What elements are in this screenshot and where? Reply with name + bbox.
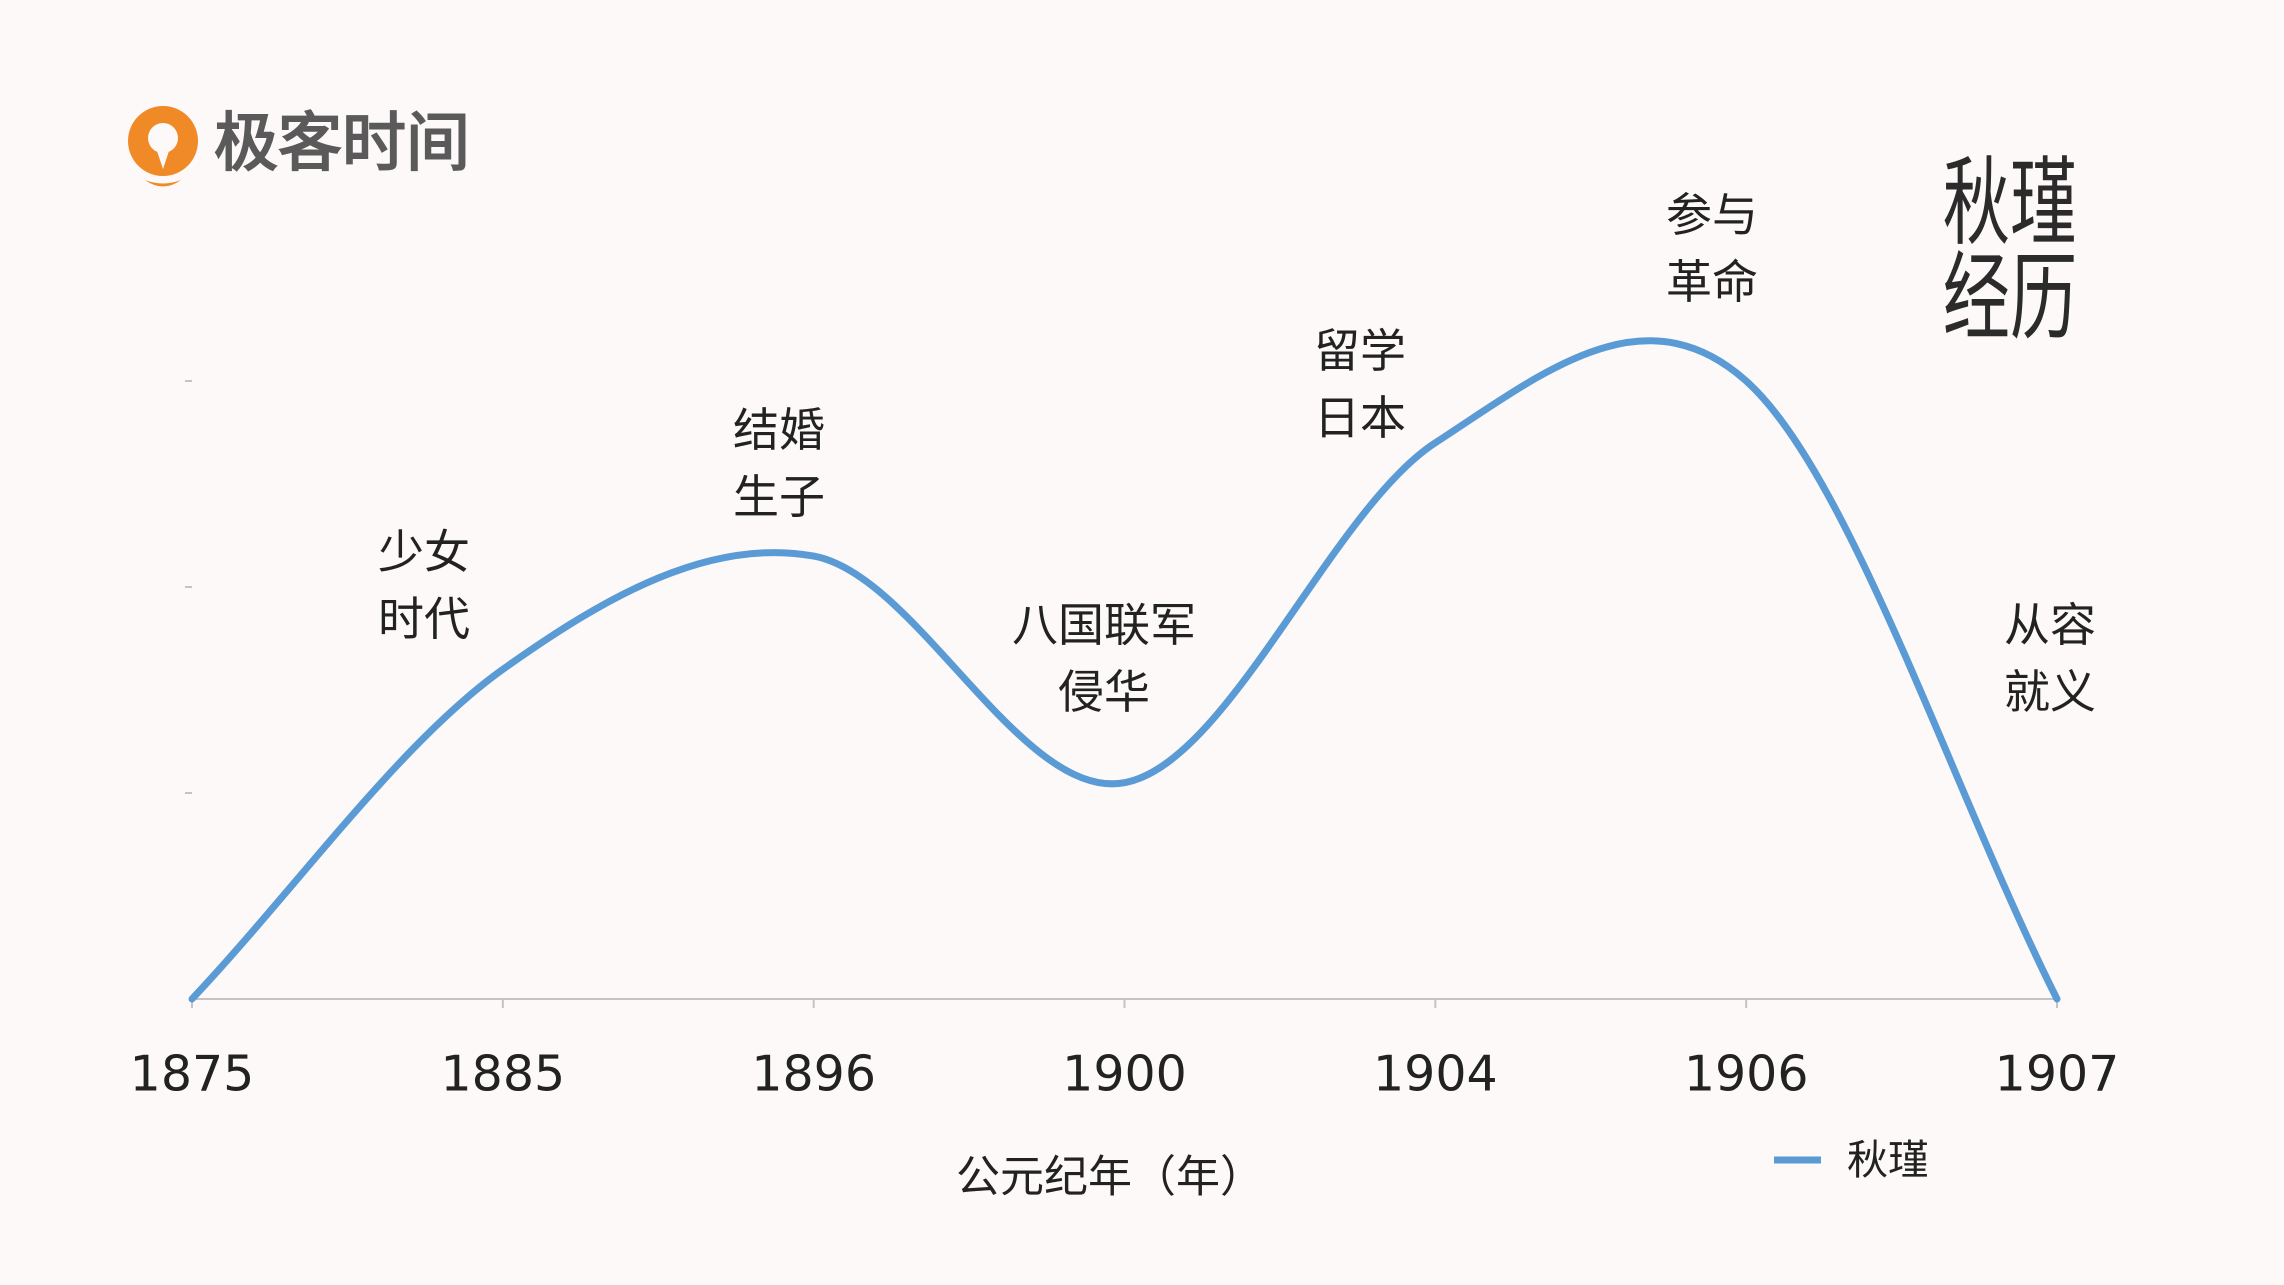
x-tick-label: 1885 — [440, 1046, 565, 1103]
annotation-label: 留学日本 — [1314, 324, 1406, 445]
annotation-label: 参与革命 — [1666, 188, 1758, 309]
x-tick-label: 1907 — [1995, 1046, 2120, 1103]
x-tick-label: 1904 — [1373, 1046, 1498, 1103]
annotation-label: 从容就义 — [2004, 598, 2096, 719]
x-tick-label: 1906 — [1684, 1046, 1809, 1103]
legend-label: 秋瑾 — [1847, 1136, 1929, 1184]
geekbang-logo-icon — [128, 106, 198, 187]
x-tick-label: 1896 — [751, 1046, 876, 1103]
x-axis-label: 公元纪年（年） — [956, 1152, 1264, 1203]
x-tick-label: 1875 — [130, 1046, 255, 1103]
series-line — [188, 337, 2061, 1003]
chart-title: 秋瑾经历 — [1942, 147, 2078, 354]
annotation-label: 八国联军侵华 — [1012, 598, 1196, 719]
annotation-label: 少女时代 — [378, 525, 470, 646]
logo-text: 极客时间 — [214, 107, 470, 181]
annotation-label: 结婚生子 — [733, 403, 825, 524]
x-tick-label: 1900 — [1062, 1046, 1187, 1103]
